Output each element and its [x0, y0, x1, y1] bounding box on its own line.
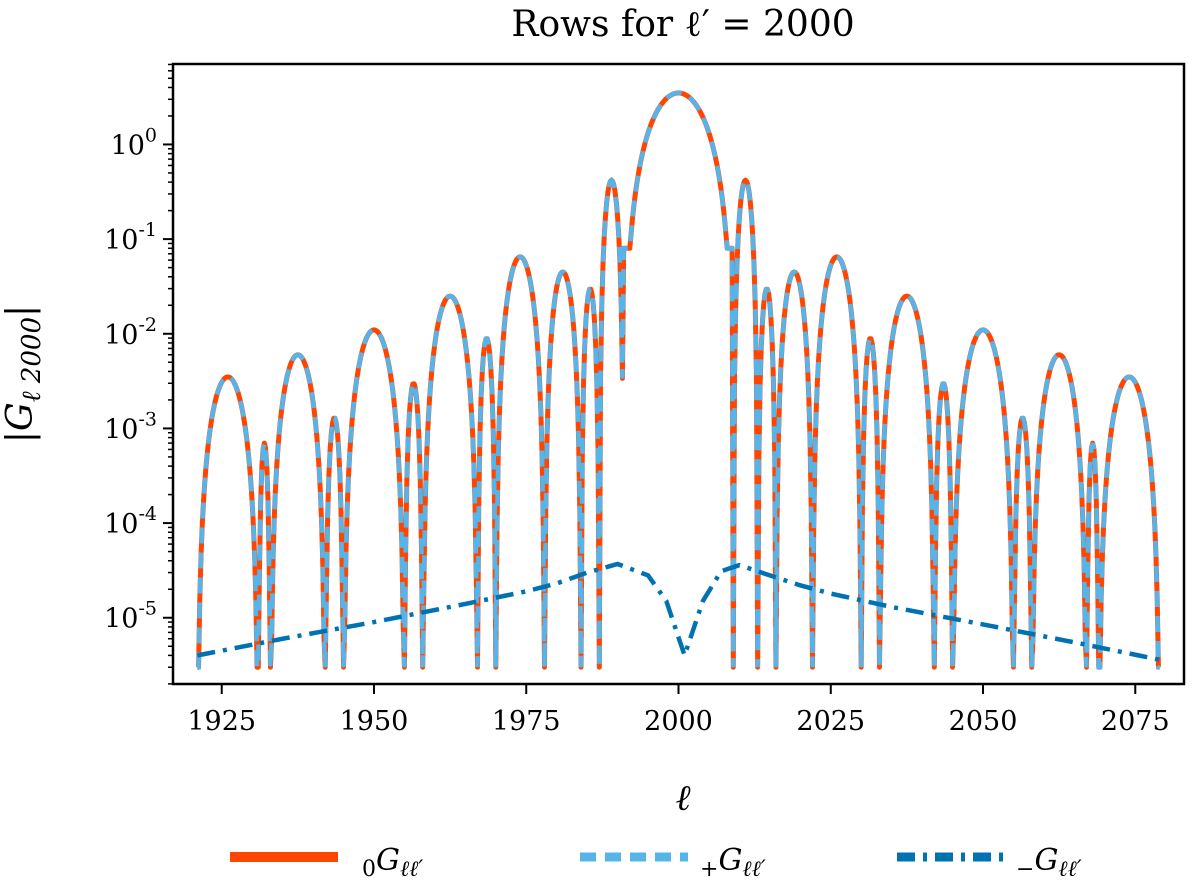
legend-plusG-label: +Gℓℓ′ [700, 843, 766, 882]
y-axis-label-bar-right: | [0, 305, 41, 317]
x-axis-label: ℓ [676, 778, 691, 819]
series-minusG-line [196, 561, 1161, 663]
y-tick-label-2: 10-2 [104, 314, 157, 351]
y-axis: 100 10-1 10-2 10-3 10-4 10-5 [104, 63, 173, 685]
y-tick-label-1: 10-1 [104, 219, 157, 256]
plot-area: 1925 1950 1975 2000 2025 2050 2075 100 10-1 10-2… [104, 62, 1186, 737]
series-plusG-line [196, 90, 1161, 670]
y-axis-label: |Gℓ 2000| [0, 305, 47, 443]
x-tick-label-1950: 1950 [340, 706, 409, 737]
x-tick-label-1925: 1925 [187, 706, 256, 737]
legend-minusG-label: −Gℓℓ′ [1016, 843, 1082, 882]
y-tick-label-3: 10-3 [104, 408, 157, 445]
x-tick-label-2000: 2000 [644, 706, 713, 737]
x-tick-label-2050: 2050 [949, 706, 1018, 737]
y-tick-label-0: 100 [111, 124, 157, 161]
y-axis-label-main: G [0, 402, 41, 431]
y-tick-label-4: 10-4 [104, 503, 157, 540]
y-tick-label-5: 10-5 [104, 598, 157, 635]
svg-text:|Gℓ 2000|: |Gℓ 2000| [0, 305, 47, 443]
x-tick-label-1975: 1975 [492, 706, 561, 737]
y-axis-label-sub: ℓ 2000 [17, 317, 47, 402]
x-tick-label-2075: 2075 [1101, 706, 1170, 737]
legend: 0Gℓℓ′ +Gℓℓ′ −Gℓℓ′ [230, 843, 1082, 882]
legend-0G-label: 0Gℓℓ′ [362, 843, 423, 882]
chart-title: Rows for ℓ′ = 2000 [511, 4, 854, 45]
x-axis: 1925 1950 1975 2000 2025 2050 2075 [187, 684, 1170, 737]
x-tick-label-2025: 2025 [796, 706, 865, 737]
y-axis-label-bar-left: | [0, 431, 41, 443]
